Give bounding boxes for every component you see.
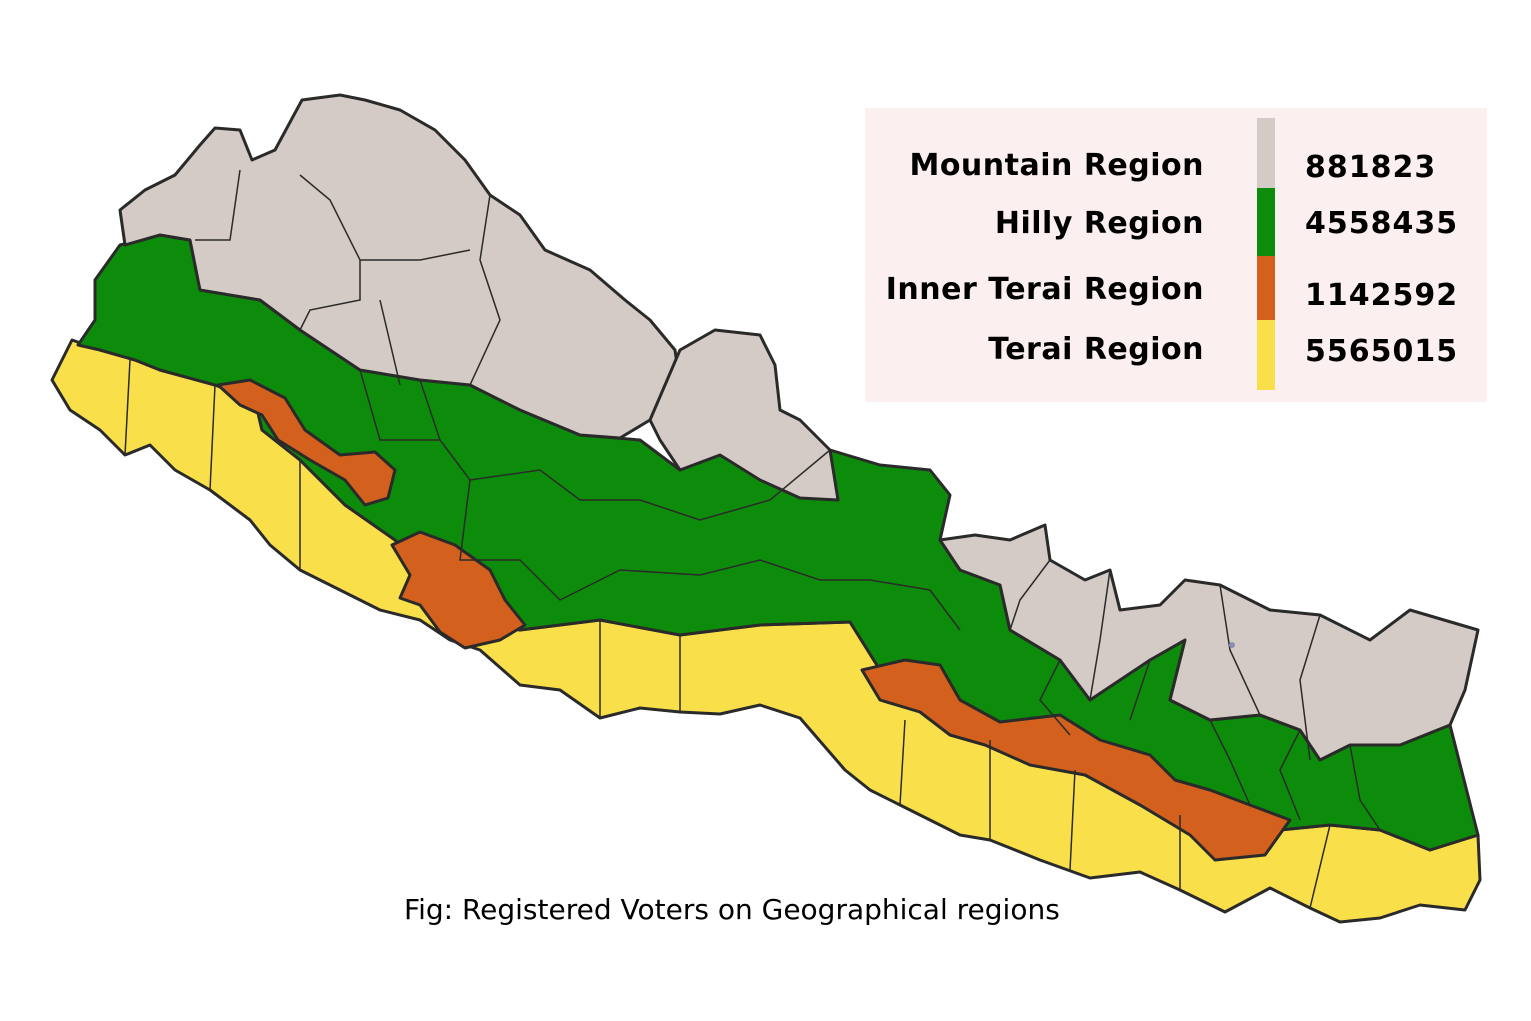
legend-value-mountain: 881823 [1305, 150, 1437, 185]
map-marker-dot [1229, 642, 1235, 648]
legend-swatch-mountain [1257, 118, 1275, 188]
legend-swatch-hilly [1257, 188, 1275, 256]
figure-caption: Fig: Registered Voters on Geographical r… [404, 893, 1060, 926]
mountain-region-east-area [938, 523, 1480, 762]
legend-swatch-terai [1257, 320, 1275, 390]
legend-swatch-inner-terai [1257, 256, 1275, 320]
district-boundary-lines-2 [195, 169, 501, 386]
district-boundary-lines-4 [1009, 559, 1381, 831]
district-boundary-lines-1 [124, 359, 1331, 909]
legend-label-terai: Terai Region [988, 332, 1204, 367]
legend-label-inner-terai: Inner Terai Region [885, 272, 1204, 307]
inner-terai-east-area [860, 658, 1292, 862]
legend-label-mountain: Mountain Region [909, 148, 1204, 183]
inner-terai-central-area [390, 530, 527, 650]
legend-panel: Mountain Region Hilly Region Inner Terai… [865, 108, 1487, 402]
legend-value-hilly: 4558435 [1305, 206, 1459, 241]
legend-value-terai: 5565015 [1305, 334, 1459, 369]
legend-label-hilly: Hilly Region [994, 206, 1204, 241]
inner-terai-west-area [216, 378, 397, 507]
legend-value-inner-terai: 1142592 [1305, 278, 1459, 313]
mountain-region-west-area [118, 93, 682, 440]
mountain-region-central-area [648, 328, 840, 502]
district-boundary-lines-3 [359, 369, 961, 631]
